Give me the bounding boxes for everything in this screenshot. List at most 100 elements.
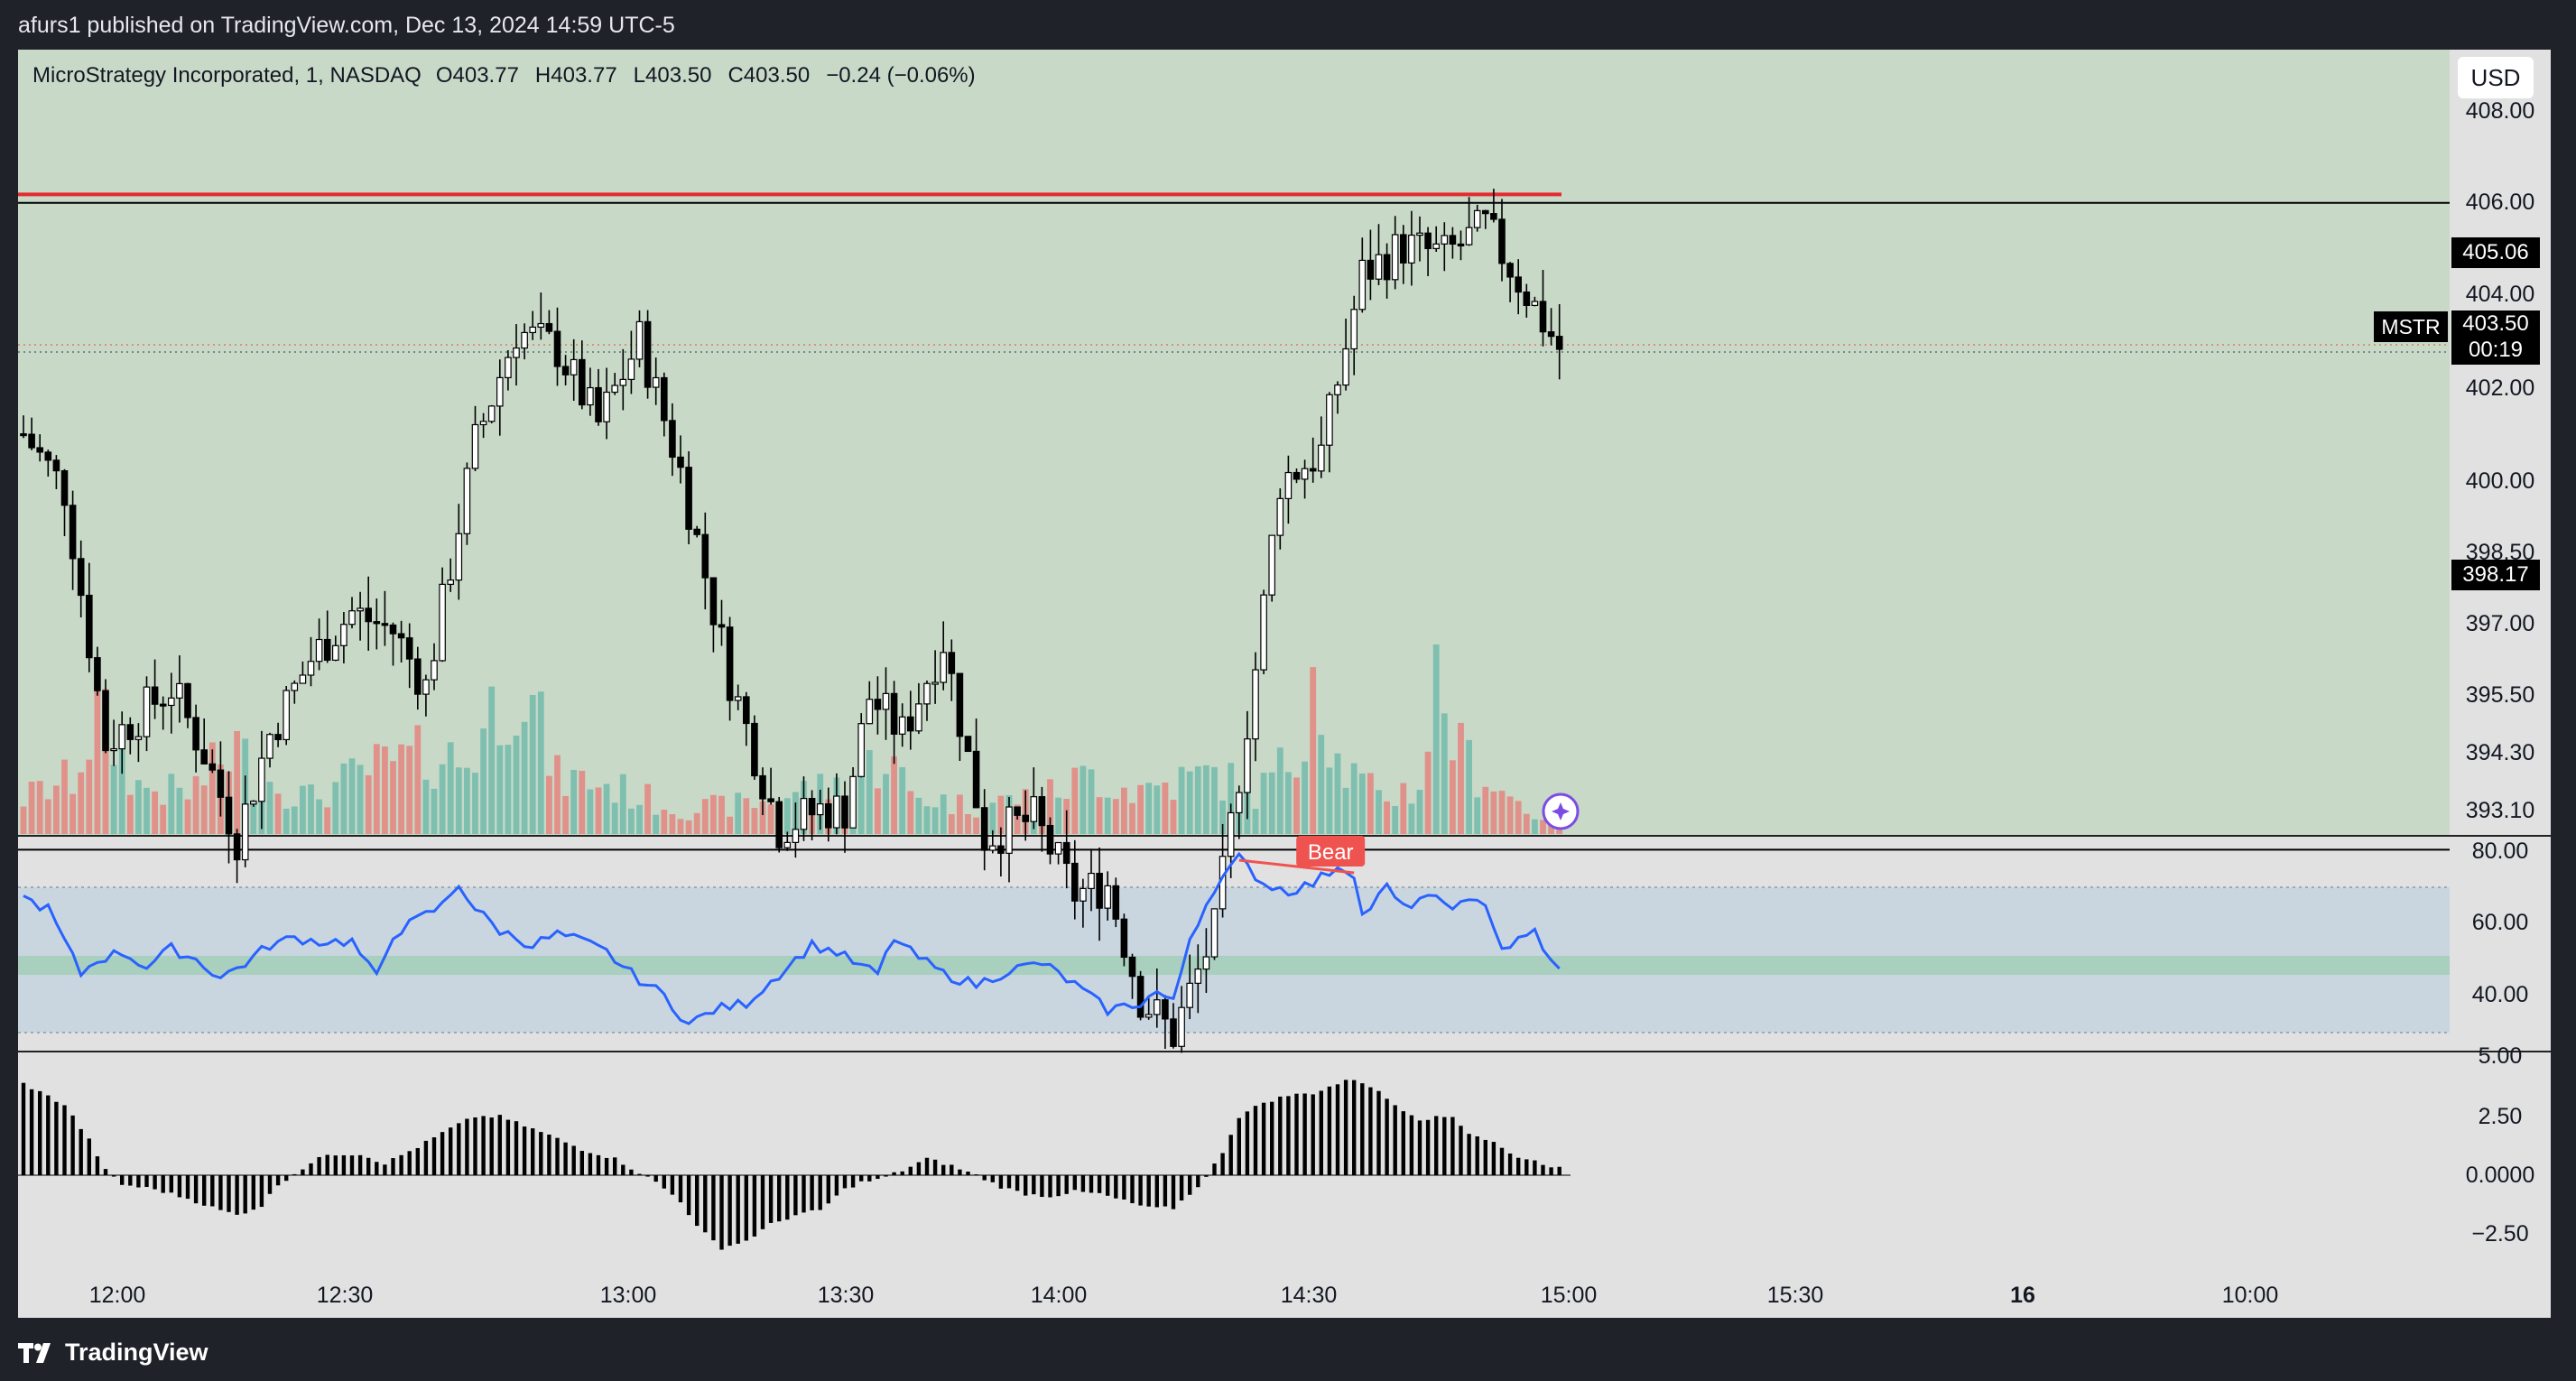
candle-body xyxy=(1531,301,1539,307)
candle-body xyxy=(439,583,446,662)
volume-bar xyxy=(1228,763,1235,834)
macd-bar xyxy=(950,1164,954,1175)
candle-body xyxy=(1506,263,1514,278)
candle-body xyxy=(857,723,866,777)
volume-bar xyxy=(783,798,791,834)
volume-bar xyxy=(44,799,51,834)
candle-body xyxy=(455,533,463,581)
macd-bar xyxy=(900,1171,904,1175)
macd-bar xyxy=(489,1117,494,1175)
candle-body xyxy=(1104,885,1112,909)
candle-body xyxy=(997,845,1005,854)
candle-body xyxy=(1178,1006,1185,1047)
candle-body xyxy=(1096,872,1103,909)
macd-bar xyxy=(695,1175,700,1227)
candle-body xyxy=(323,638,331,661)
volume-bar xyxy=(1540,820,1546,834)
time-tick-label: 13:30 xyxy=(818,1283,875,1308)
candle-body xyxy=(1112,885,1120,920)
macd-bar xyxy=(1524,1159,1529,1175)
volume-bar xyxy=(1293,777,1300,834)
macd-tick-label: 5.00 xyxy=(2479,1043,2523,1069)
candle-body xyxy=(792,829,800,843)
price-tick-label: 393.10 xyxy=(2466,798,2534,823)
macd-bar xyxy=(161,1175,165,1193)
candle-body xyxy=(118,724,126,750)
candle-body xyxy=(709,577,718,626)
candle-body xyxy=(1276,497,1284,536)
volume-bar xyxy=(110,765,117,834)
macd-bar xyxy=(251,1175,255,1210)
candle-body xyxy=(373,621,381,625)
volume-bar xyxy=(324,807,331,834)
macd-bar xyxy=(1557,1166,1561,1175)
volume-bar xyxy=(365,774,372,834)
macd-bar xyxy=(818,1175,822,1210)
candle-body xyxy=(898,716,906,735)
macd-bar xyxy=(1507,1153,1513,1175)
volume-bar xyxy=(439,764,446,834)
volume-bar xyxy=(414,725,422,834)
candle-body xyxy=(28,433,35,449)
macd-bar xyxy=(120,1175,125,1185)
volume-bar xyxy=(619,774,626,834)
macd-bar xyxy=(1483,1139,1487,1175)
macd-bar xyxy=(752,1175,757,1237)
macd-bar xyxy=(1032,1175,1036,1195)
macd-bar xyxy=(810,1175,814,1210)
volume-bar xyxy=(957,794,963,834)
macd-bar xyxy=(571,1145,576,1175)
macd-bar xyxy=(375,1162,379,1175)
candle-body xyxy=(1268,534,1276,596)
macd-bar xyxy=(1130,1175,1135,1204)
assistant-sparkle-icon[interactable] xyxy=(1542,792,1580,830)
candle-body xyxy=(1062,841,1070,865)
macd-bar xyxy=(473,1117,477,1175)
footer-brand[interactable]: TradingView xyxy=(18,1339,208,1367)
macd-bar xyxy=(1327,1086,1332,1175)
candle-body xyxy=(783,841,792,848)
candle-body xyxy=(20,433,27,437)
macd-bar xyxy=(1188,1175,1192,1195)
tradingview-logo-icon xyxy=(18,1342,56,1363)
price-tick-label: 394.30 xyxy=(2466,740,2534,765)
volume-bar xyxy=(1466,739,1472,834)
candle-body xyxy=(496,376,504,407)
candle-body xyxy=(1235,792,1243,814)
candle-body xyxy=(348,610,356,626)
candle-body xyxy=(775,801,783,848)
volume-bar xyxy=(126,794,134,834)
candle-body xyxy=(1358,259,1367,310)
volume-bar xyxy=(61,759,68,834)
macd-bar xyxy=(1434,1116,1439,1175)
candle-body xyxy=(1309,468,1317,472)
volume-bar xyxy=(135,780,142,834)
macd-bar xyxy=(982,1175,987,1181)
macd-bar xyxy=(1114,1175,1118,1199)
candle-body xyxy=(767,798,774,802)
candle-body xyxy=(1194,969,1202,984)
macd-bar xyxy=(1376,1090,1381,1175)
candle-body xyxy=(505,357,512,378)
volume-bar xyxy=(693,812,700,834)
macd-bar xyxy=(431,1137,437,1175)
macd-bar xyxy=(227,1175,231,1212)
volume-bar xyxy=(965,813,971,834)
candle-body xyxy=(718,624,726,628)
macd-bar xyxy=(1286,1096,1291,1175)
macd-bar xyxy=(1442,1117,1447,1175)
volume-bar xyxy=(883,774,889,834)
volume-bar xyxy=(1096,797,1103,834)
candle-body xyxy=(874,699,882,710)
volume-bar xyxy=(1162,783,1169,834)
candle-body xyxy=(332,644,339,661)
candle-body xyxy=(1080,887,1087,902)
volume-bar xyxy=(160,804,167,834)
currency-button[interactable]: USD xyxy=(2458,57,2534,98)
macd-bar xyxy=(686,1175,691,1216)
macd-bar xyxy=(1015,1175,1020,1191)
volume-bar xyxy=(653,814,660,834)
time-tick-label: 10:00 xyxy=(2222,1283,2279,1308)
